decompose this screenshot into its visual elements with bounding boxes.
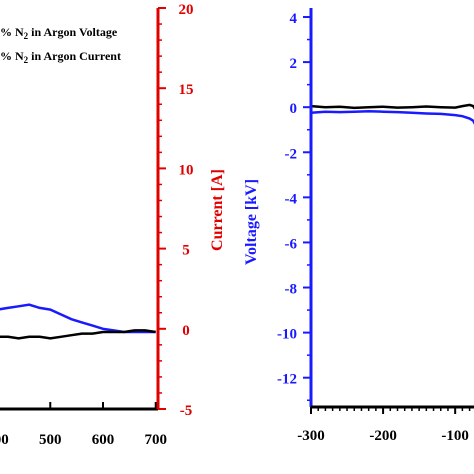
left-x-tick-label: 600 — [92, 432, 115, 448]
right-series-lines — [310, 103, 474, 125]
left-x-tick-label: 500 — [39, 432, 62, 448]
left-x-tick-label: 700 — [144, 432, 167, 448]
current-tick-label: 0 — [182, 323, 190, 339]
voltage-tick-label: 4 — [290, 11, 298, 27]
current-tick-label: 5 — [182, 243, 190, 259]
current-tick-label: -5 — [180, 403, 193, 419]
voltage-tick-label: -8 — [285, 282, 298, 298]
voltage-tick-label: -12 — [277, 372, 297, 388]
left-series-line — [0, 303, 156, 334]
left-x-tick-label: 400 — [0, 432, 9, 448]
right-x-tick-label: -100 — [441, 428, 469, 444]
right-series-line — [310, 109, 474, 125]
right-series-line — [310, 103, 474, 110]
current-tick-label: 10 — [179, 162, 194, 178]
left-panel: 400 500 600 700 -5 0 5 10 15 20 Current [A] % N2… — [0, 2, 226, 448]
current-axis-ticks: -5 0 5 10 15 20 — [158, 2, 194, 419]
current-tick-label: 20 — [179, 2, 194, 18]
voltage-tick-label: 0 — [290, 101, 298, 117]
left-x-ticks: 400 500 600 700 — [0, 402, 167, 448]
legend-entry-current: % N2 in Argon Current — [0, 49, 121, 65]
voltage-tick-label: -6 — [285, 236, 298, 252]
voltage-tick-label: -4 — [285, 191, 298, 207]
voltage-tick-label: -2 — [285, 146, 298, 162]
left-series-lines — [0, 303, 156, 340]
voltage-axis-ticks: 4 2 0 -2 -4 -6 -8 -10 -12 — [277, 11, 311, 401]
voltage-axis-title: Voltage [kV] — [243, 179, 260, 265]
voltage-tick-label: 2 — [290, 56, 298, 72]
legend-entry-voltage: % N2 in Argon Voltage — [0, 25, 118, 41]
current-tick-label: 15 — [179, 82, 194, 98]
left-series-line — [0, 329, 156, 340]
right-panel: 420-2-4-6-8-10-12 Voltage [kV] -300 -200-… — [243, 8, 474, 444]
current-axis-title: Current [A] — [209, 169, 226, 251]
voltage-tick-label: -10 — [277, 327, 297, 343]
legend: % N2 in Argon Voltage % N2 in Argon Curr… — [0, 25, 121, 65]
right-x-tick-label: -200 — [369, 428, 397, 444]
right-x-ticks: -300 -200 -100 — [297, 407, 471, 444]
right-x-tick-label: -300 — [297, 428, 325, 444]
